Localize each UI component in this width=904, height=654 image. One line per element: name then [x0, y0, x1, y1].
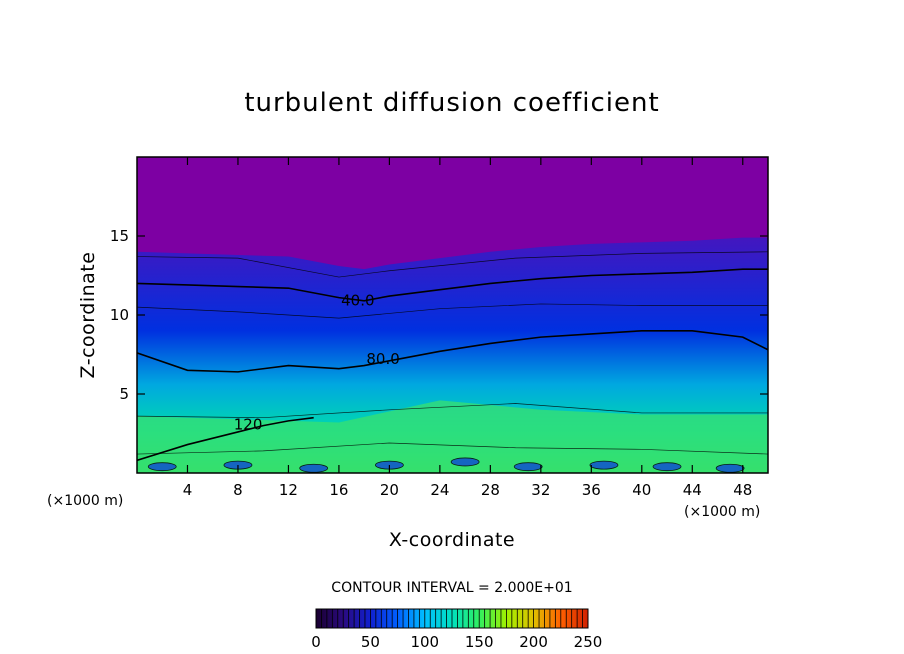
contour-label: 40.0: [341, 292, 374, 310]
eddy-2: [299, 463, 329, 473]
colorbar-tick-label: 50: [361, 633, 380, 651]
x-axis: 4 8 12 16 20 24 28 32 36 40 44 48: [183, 157, 752, 499]
x-tick-label: 28: [481, 481, 500, 499]
contour-40.0: [137, 268, 768, 302]
x-unit-left: (×1000 m): [47, 493, 123, 509]
eddy-5: [513, 462, 543, 472]
plot-area: [137, 157, 768, 473]
x-tick-label: 44: [683, 481, 702, 499]
y-tick-label: 10: [110, 306, 129, 324]
surface-band-fill: [137, 400, 768, 473]
colorbar-tick-label: 100: [410, 633, 439, 651]
colorbar-tick-label: 0: [311, 633, 321, 651]
contour-labels: 40.0 80.0 120: [234, 292, 400, 434]
contour-120: [137, 416, 314, 462]
contour-label: 80.0: [366, 350, 399, 368]
x-tick-label: 16: [329, 481, 348, 499]
y-axis: 5 10 15: [110, 227, 768, 403]
thin-contour-2: [137, 403, 768, 419]
colorbar-tick-label: 250: [574, 633, 603, 651]
contour-lines: [137, 251, 768, 462]
x-tick-label: 32: [531, 481, 550, 499]
thin-contour-1: [137, 303, 768, 319]
colorbar-ticks: 0 50 100 150 200 250: [311, 633, 602, 651]
thin-contour-0: [137, 251, 768, 278]
thin-contour-3: [137, 442, 768, 455]
chart-title: turbulent diffusion coefficient: [244, 88, 659, 118]
y-axis-label: Z-coordinate: [77, 252, 99, 379]
x-tick-label: 8: [233, 481, 243, 499]
y-tick-label: 5: [119, 385, 129, 403]
contour-label: 120: [234, 416, 263, 434]
y-tick-label: 15: [110, 227, 129, 245]
eddy-0: [147, 462, 177, 472]
x-tick-label: 36: [582, 481, 601, 499]
x-tick-label: 48: [733, 481, 752, 499]
x-tick-label: 24: [430, 481, 449, 499]
eddy-7: [652, 462, 682, 472]
surface-eddies: [147, 457, 745, 473]
eddy-6: [589, 460, 619, 470]
x-tick-label: 40: [632, 481, 651, 499]
colorbar: [315, 608, 589, 629]
contour-interval-label: CONTOUR INTERVAL = 2.000E+01: [331, 580, 572, 596]
eddy-8: [715, 463, 745, 473]
x-tick-label: 20: [380, 481, 399, 499]
x-tick-label: 4: [183, 481, 193, 499]
colorbar-tick-label: 150: [465, 633, 494, 651]
x-unit-right: (×1000 m): [684, 504, 760, 520]
x-tick-label: 12: [279, 481, 298, 499]
eddy-4: [450, 457, 480, 467]
upper-layer-fill: [137, 157, 768, 270]
contour-80.0: [137, 329, 768, 373]
x-axis-label: X-coordinate: [389, 529, 515, 551]
colorbar-tick-label: 200: [519, 633, 548, 651]
